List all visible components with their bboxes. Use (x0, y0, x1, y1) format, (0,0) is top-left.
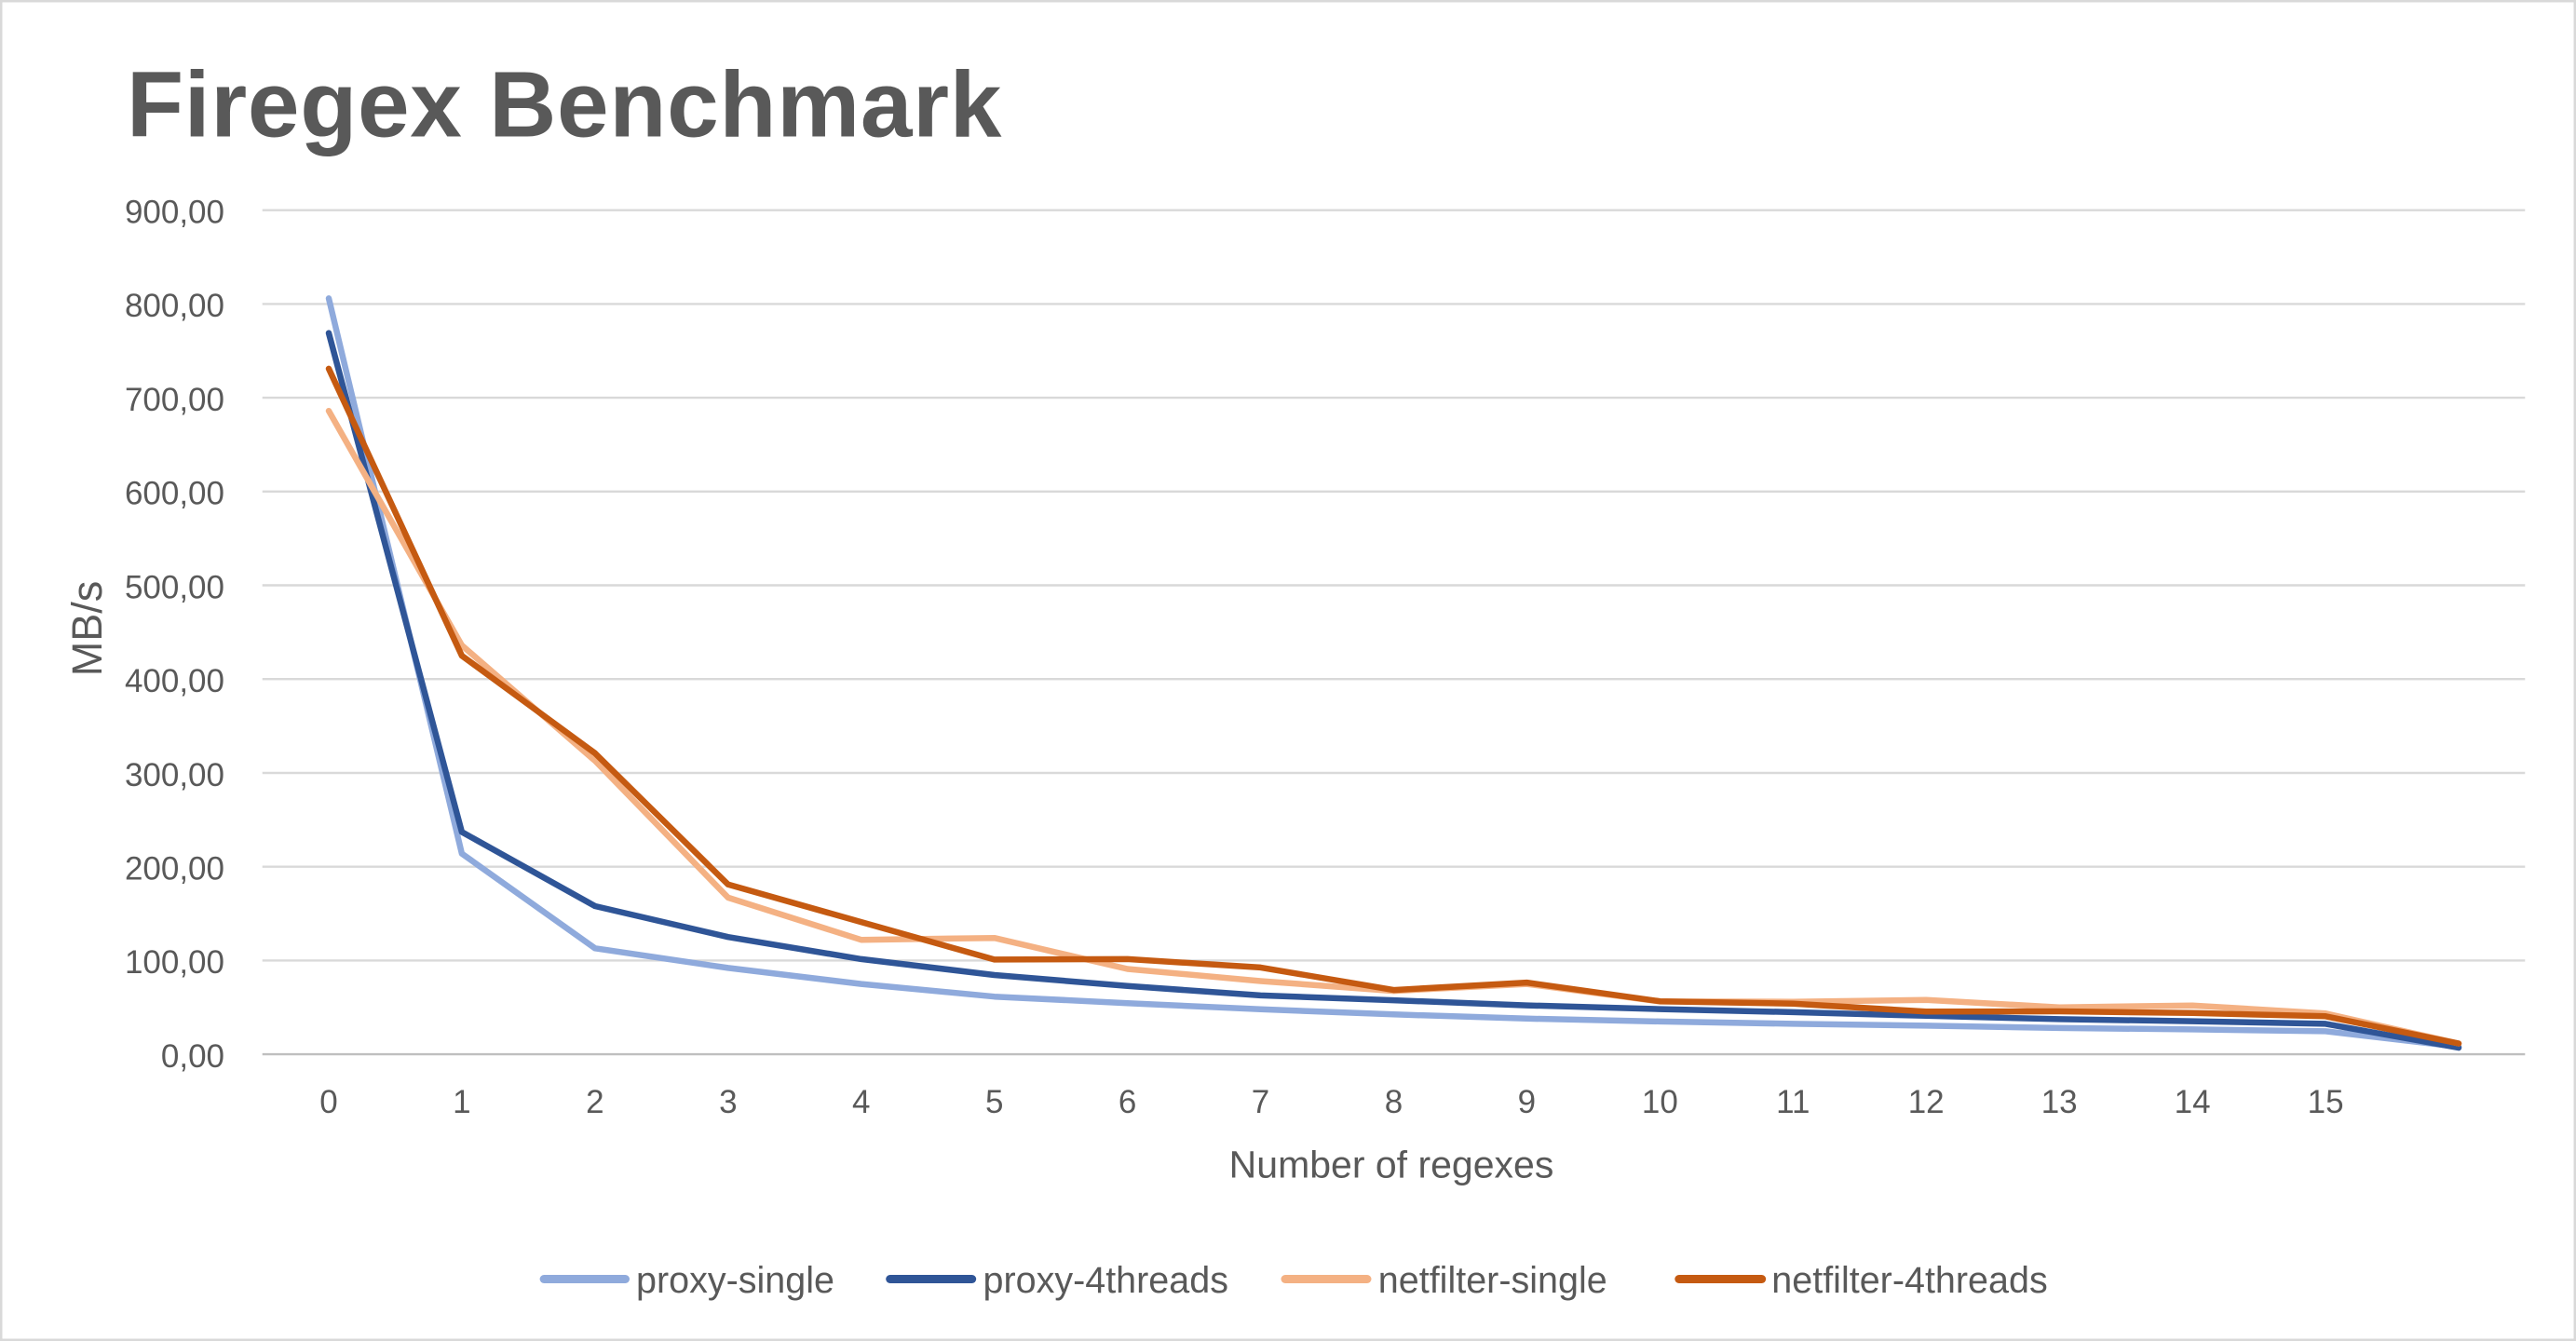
svg-text:proxy-4threads: proxy-4threads (983, 1260, 1228, 1301)
svg-text:netfilter-single: netfilter-single (1378, 1260, 1607, 1301)
svg-text:100,00: 100,00 (125, 944, 224, 981)
svg-text:14: 14 (2175, 1084, 2211, 1120)
svg-text:Number of regexes: Number of regexes (1229, 1144, 1554, 1186)
svg-text:proxy-single: proxy-single (636, 1260, 834, 1301)
svg-text:7: 7 (1252, 1084, 1269, 1120)
svg-text:9: 9 (1518, 1084, 1536, 1120)
svg-text:5: 5 (985, 1084, 1003, 1120)
svg-text:12: 12 (1908, 1084, 1945, 1120)
svg-text:300,00: 300,00 (125, 757, 224, 793)
svg-text:1: 1 (453, 1084, 470, 1120)
svg-text:13: 13 (2041, 1084, 2078, 1120)
svg-text:MB/s: MB/s (63, 581, 111, 677)
svg-text:10: 10 (1642, 1084, 1678, 1120)
svg-text:600,00: 600,00 (125, 476, 224, 512)
svg-text:6: 6 (1119, 1084, 1136, 1120)
svg-text:2: 2 (586, 1084, 603, 1120)
svg-text:11: 11 (1776, 1084, 1810, 1120)
svg-text:700,00: 700,00 (125, 382, 224, 418)
svg-text:4: 4 (852, 1084, 870, 1120)
svg-text:200,00: 200,00 (125, 851, 224, 887)
svg-text:0,00: 0,00 (161, 1038, 224, 1075)
svg-text:800,00: 800,00 (125, 288, 224, 324)
svg-text:900,00: 900,00 (125, 195, 224, 231)
svg-text:netfilter-4threads: netfilter-4threads (1771, 1260, 2047, 1301)
svg-text:0: 0 (319, 1084, 337, 1120)
svg-text:Firegex Benchmark: Firegex Benchmark (127, 53, 1002, 157)
svg-text:3: 3 (719, 1084, 737, 1120)
svg-text:400,00: 400,00 (125, 663, 224, 699)
svg-text:8: 8 (1385, 1084, 1403, 1120)
svg-text:500,00: 500,00 (125, 569, 224, 605)
svg-text:15: 15 (2308, 1084, 2344, 1120)
